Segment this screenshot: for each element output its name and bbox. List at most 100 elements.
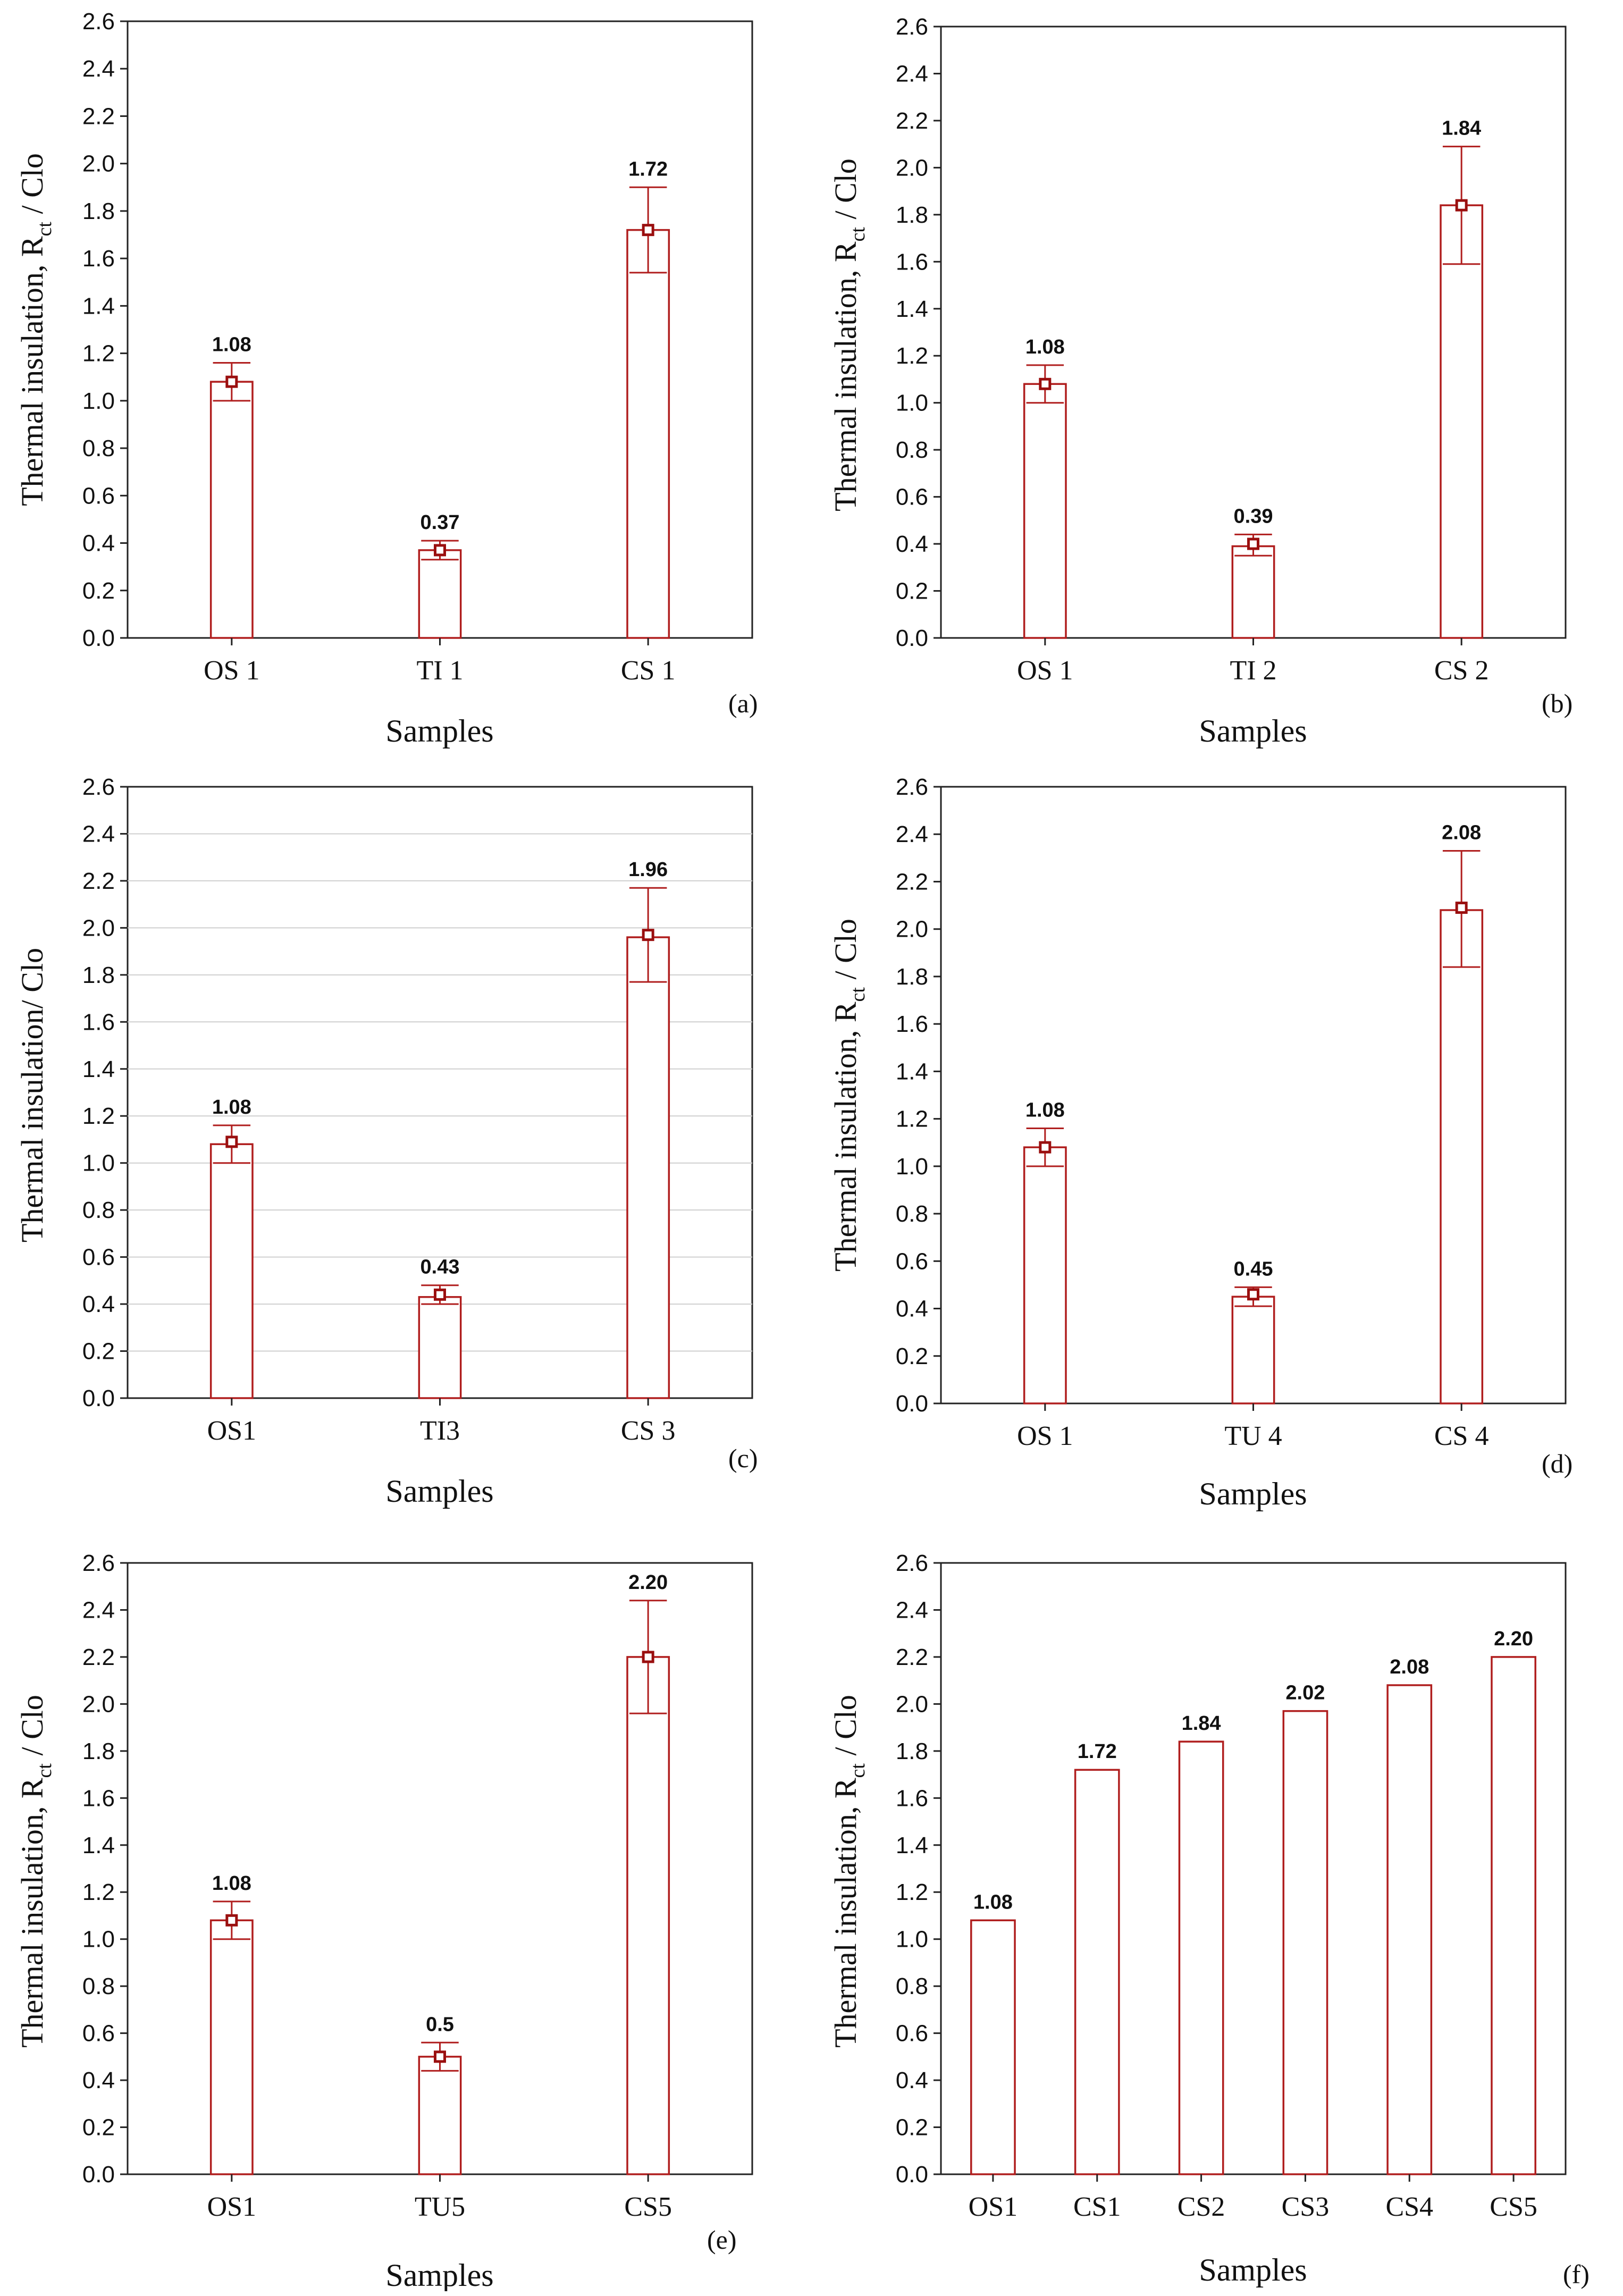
y-tick-label: 0.4 xyxy=(82,531,115,557)
x-category-label: CS2 xyxy=(1178,2192,1225,2222)
mean-marker xyxy=(642,1651,654,1663)
mean-marker xyxy=(1039,377,1052,390)
error-bars xyxy=(1026,850,1481,1307)
mean-marker xyxy=(1039,1141,1052,1154)
mean-marker xyxy=(1455,199,1468,212)
data-labels: 1.08 1.72 1.84 2.02 2.08 2.20 xyxy=(973,1628,1533,1913)
data-label: 1.08 xyxy=(212,1872,251,1895)
y-tick-label: 0.0 xyxy=(896,625,928,651)
y-tick-label: 1.4 xyxy=(896,1058,928,1084)
y-tick-label: 1.8 xyxy=(82,962,115,988)
y-tick-label: 0.4 xyxy=(82,2067,115,2093)
panel-letter: (b) xyxy=(1542,688,1572,718)
data-label: 1.08 xyxy=(212,333,251,356)
y-tick-label: 0.0 xyxy=(896,1391,928,1417)
x-category-label: OS 1 xyxy=(204,655,259,686)
data-label: 2.20 xyxy=(628,1571,668,1594)
y-tick-label: 2.2 xyxy=(82,868,115,894)
x-category-label: CS 3 xyxy=(621,1416,676,1446)
y-tick-label: 0.4 xyxy=(896,531,928,557)
chart-panel-b: 0.0 0.2 0.4 0.6 0.8 1.0 1.2 1.4 1.6 1.8 2.0 2.2 2.4 2… xyxy=(828,14,1572,748)
y-tick-label: 1.0 xyxy=(896,1154,928,1180)
x-category-label: CS3 xyxy=(1282,2192,1330,2222)
x-category-label: CS1 xyxy=(1073,2192,1121,2222)
x-axis-categories: OS 1 TI 1 CS 1 xyxy=(204,638,675,686)
y-tick-label: 0.6 xyxy=(82,483,115,509)
y-tick-label: 0.6 xyxy=(896,484,928,510)
data-label: 2.08 xyxy=(1442,821,1481,844)
bar-os1 xyxy=(209,1143,254,1399)
error-bars xyxy=(1026,146,1481,557)
y-tick-label: 0.6 xyxy=(82,2021,115,2047)
chart-panel-c: 0.0 0.2 0.4 0.6 0.8 1.0 1.2 1.4 1.6 1.8 2.0 2.2 2.4 2… xyxy=(15,774,758,1509)
y-tick-label: 2.6 xyxy=(896,1550,928,1576)
chart-panel-a: 0.0 0.2 0.4 0.6 0.8 1.0 1.2 1.4 1.6 1.8 2.0 2.2 2.4 2… xyxy=(15,9,758,748)
y-tick-label: 1.6 xyxy=(896,1011,928,1037)
x-axis-title: Samples xyxy=(385,2258,493,2291)
y-tick-label: 1.6 xyxy=(896,249,928,275)
y-tick-label: 1.0 xyxy=(82,1150,115,1176)
x-category-label: CS 2 xyxy=(1434,655,1489,686)
x-axis-title: Samples xyxy=(1199,2252,1307,2287)
bar-tu4 xyxy=(1231,1296,1275,1404)
y-tick-label: 1.2 xyxy=(82,1879,115,1905)
y-tick-label: 2.0 xyxy=(896,1691,928,1717)
x-axis-categories: OS1 TU5 CS5 xyxy=(207,2174,672,2222)
panel-letter: (c) xyxy=(728,1443,758,1473)
bar-cs2 xyxy=(1178,1740,1224,2175)
mean-marker xyxy=(225,375,238,388)
data-labels: 1.08 0.43 1.96 xyxy=(212,859,668,1279)
y-tick-label: 1.6 xyxy=(82,1009,115,1035)
data-label: 0.45 xyxy=(1234,1258,1273,1280)
x-category-label: CS4 xyxy=(1385,2192,1433,2222)
data-labels: 1.08 0.45 2.08 xyxy=(1025,821,1481,1280)
data-label: 1.08 xyxy=(973,1891,1013,1913)
x-category-label: OS 1 xyxy=(1017,655,1073,686)
data-label: 2.08 xyxy=(1390,1656,1429,1678)
mean-marker xyxy=(434,2050,446,2063)
y-tick-label: 1.8 xyxy=(896,964,928,990)
y-axis-title: Thermal insulation, Rct / Clo xyxy=(828,1695,869,2048)
y-tick-label: 0.2 xyxy=(896,2115,928,2141)
bar-os1 xyxy=(209,1919,254,2175)
y-tick-label: 1.2 xyxy=(896,1106,928,1132)
bar-cs2 xyxy=(1440,204,1484,639)
data-labels: 1.08 0.5 2.20 xyxy=(212,1571,668,2036)
y-tick-label: 1.0 xyxy=(82,388,115,414)
mean-marker xyxy=(642,929,654,941)
x-axis-title: Samples xyxy=(385,713,493,748)
y-axis-ticks: 0.0 0.2 0.4 0.6 0.8 1.0 1.2 1.4 1.6 1.8 2.0 2.2 2.4 2… xyxy=(82,774,128,1411)
chart-panel-e: 0.0 0.2 0.4 0.6 0.8 1.0 1.2 1.4 1.6 1.8 2.0 2.2 2.4 2… xyxy=(15,1550,753,2291)
y-tick-label: 2.6 xyxy=(82,774,115,800)
bar-cs1 xyxy=(626,229,670,639)
bar-cs5 xyxy=(1491,1656,1536,2175)
plot-frame xyxy=(940,1562,1567,2175)
bar-cs5 xyxy=(626,1656,670,2175)
x-category-label: TI 2 xyxy=(1230,655,1276,686)
y-tick-label: 0.4 xyxy=(896,1296,928,1322)
y-tick-label: 2.0 xyxy=(896,155,928,181)
x-category-label: OS 1 xyxy=(1017,1421,1073,1451)
y-tick-label: 0.2 xyxy=(896,1343,928,1369)
y-tick-label: 2.4 xyxy=(82,1597,115,1623)
y-axis-title: Thermal insulation, Rct / Clo xyxy=(828,158,869,511)
x-category-label: TU 4 xyxy=(1224,1421,1282,1451)
y-tick-label: 1.0 xyxy=(896,390,928,416)
y-tick-label: 0.8 xyxy=(896,1973,928,1999)
x-axis-title: Samples xyxy=(1199,713,1307,748)
mean-marker xyxy=(225,1914,238,1927)
data-label: 0.39 xyxy=(1234,505,1273,527)
x-category-label: OS1 xyxy=(969,2192,1017,2222)
error-bars xyxy=(213,887,667,1305)
y-tick-label: 1.6 xyxy=(82,1785,115,1811)
data-labels: 1.08 0.37 1.72 xyxy=(212,158,668,534)
bar-ti1 xyxy=(418,549,462,639)
y-tick-label: 0.4 xyxy=(896,2067,928,2093)
mean-marker xyxy=(434,544,446,557)
y-tick-label: 0.6 xyxy=(896,2021,928,2047)
bar-cs3 xyxy=(626,936,670,1399)
y-tick-label: 1.4 xyxy=(82,1056,115,1082)
y-axis-title: Thermal insulation/ Clo xyxy=(15,948,49,1242)
bar-cs4 xyxy=(1440,909,1484,1404)
y-tick-label: 2.6 xyxy=(82,9,115,35)
